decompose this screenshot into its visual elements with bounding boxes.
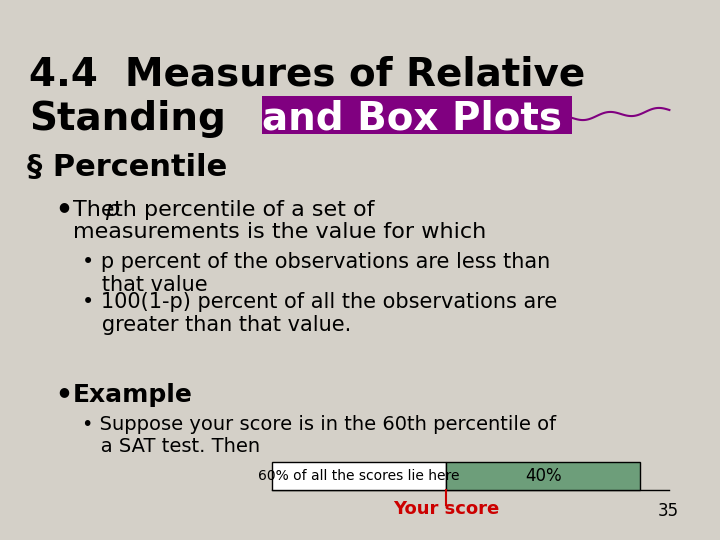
Text: The: The — [73, 200, 122, 220]
Text: 60% of all the scores lie here: 60% of all the scores lie here — [258, 469, 459, 483]
Text: • p percent of the observations are less than
   that value: • p percent of the observations are less… — [83, 252, 551, 295]
Text: Standing: Standing — [29, 100, 226, 138]
Bar — [271, 462, 446, 490]
Text: 35: 35 — [658, 502, 679, 520]
Text: • Suppose your score is in the 60th percentile of
   a SAT test. Then: • Suppose your score is in the 60th perc… — [83, 415, 557, 456]
FancyBboxPatch shape — [262, 96, 572, 134]
Text: 40%: 40% — [525, 467, 562, 485]
Text: • 100(1-p) percent of all the observations are
   greater than that value.: • 100(1-p) percent of all the observatio… — [83, 292, 558, 335]
Text: § Percentile: § Percentile — [27, 153, 228, 182]
Text: 4.4  Measures of Relative: 4.4 Measures of Relative — [29, 55, 585, 93]
Text: ●: ● — [58, 200, 69, 213]
Text: and Box Plots: and Box Plots — [262, 100, 562, 138]
Text: ●: ● — [58, 385, 69, 398]
Text: p: p — [105, 200, 119, 220]
Bar — [446, 462, 640, 490]
Text: Example: Example — [73, 383, 193, 407]
Text: measurements is the value for which: measurements is the value for which — [73, 222, 486, 242]
Text: Your score: Your score — [393, 500, 500, 518]
Text: th percentile of a set of: th percentile of a set of — [114, 200, 374, 220]
